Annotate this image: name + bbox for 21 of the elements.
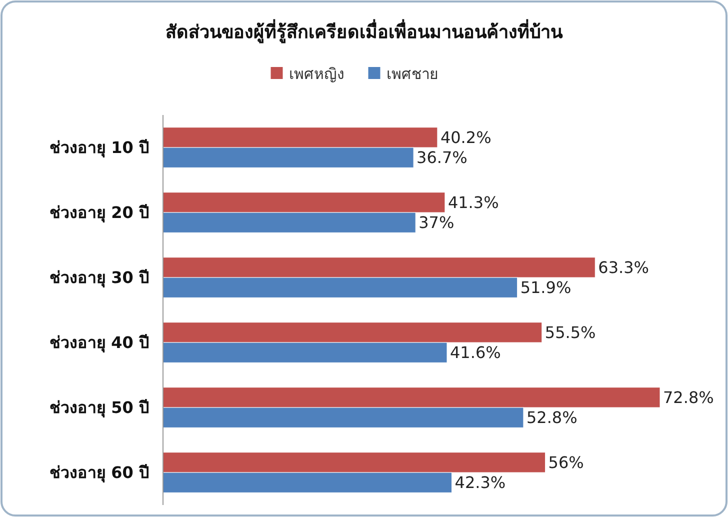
data-label: 51.9% [520, 278, 572, 298]
data-label: 41.6% [450, 343, 501, 362]
y-tick-label: ช่วงอายุ 40 ปี [50, 333, 149, 354]
y-tick-label: ช่วงอายุ 50 ปี [50, 398, 149, 418]
legend-label: เพศชาย [386, 65, 438, 83]
y-tick-label: ช่วงอายุ 30 ปี [50, 268, 149, 288]
data-label: 52.8% [526, 408, 578, 428]
y-tick-label: ช่วงอายุ 20 ปี [50, 203, 149, 224]
data-label: 55.5% [544, 323, 596, 342]
y-tick-label: ช่วงอายุ 60 ปี [50, 463, 149, 484]
y-tick-label: ช่วงอายุ 10 ปี [50, 138, 149, 158]
data-label: 72.8% [663, 388, 714, 408]
data-label: 40.2% [440, 128, 492, 148]
legend-label: เพศหญิง [288, 65, 344, 83]
chart-title: สัดส่วนของผู้ที่รู้สึกเครียดเมื่อเพื่อนมานอนค้างที่บ้าน [166, 19, 564, 44]
data-label: 36.7% [416, 148, 468, 168]
data-label: 63.3% [598, 258, 649, 278]
data-label: 41.3% [448, 193, 499, 212]
data-label: 37% [418, 213, 454, 232]
data-label: 56% [548, 453, 584, 472]
data-label: 42.3% [454, 473, 506, 492]
